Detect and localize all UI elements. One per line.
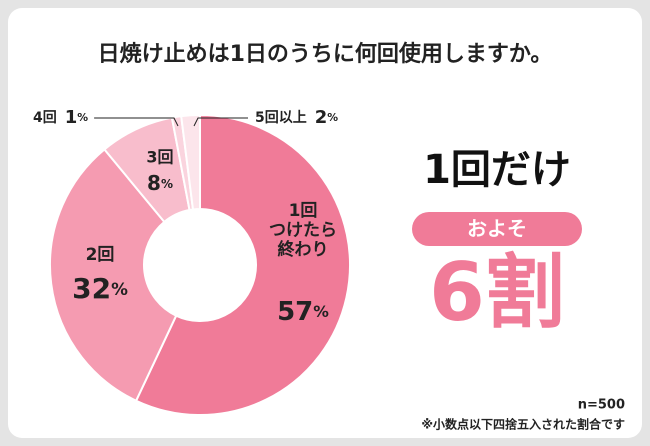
value-label: 8% — [147, 171, 173, 195]
leader-line — [193, 117, 248, 127]
slice-label: 3回 — [146, 148, 173, 167]
slice-label: 2回 — [86, 245, 115, 265]
badge: およそ — [467, 217, 527, 241]
value-label: 2% — [315, 107, 339, 128]
chart-title: 日焼け止めは1日のうちに何回使用しますか。 — [98, 41, 553, 67]
headline: 1回だけ — [423, 147, 571, 193]
value-label: 1% — [65, 107, 89, 128]
leader-line — [94, 117, 179, 127]
big-label: 6割 — [429, 246, 565, 339]
slice-label: 4回 — [33, 110, 57, 126]
donut-slice — [49, 148, 178, 403]
donut-slice — [180, 113, 201, 211]
footnote: ※小数点以下四捨五入された割合です — [421, 417, 625, 432]
value-label: 32% — [72, 272, 128, 305]
value-label: 57% — [277, 297, 329, 327]
badge-bg — [412, 212, 582, 246]
slice-label: 5回以上 — [255, 110, 307, 126]
donut-slice — [134, 113, 351, 416]
sample-size: n=500 — [578, 398, 625, 413]
slice-label: 1回つけたら終わり — [269, 201, 337, 260]
